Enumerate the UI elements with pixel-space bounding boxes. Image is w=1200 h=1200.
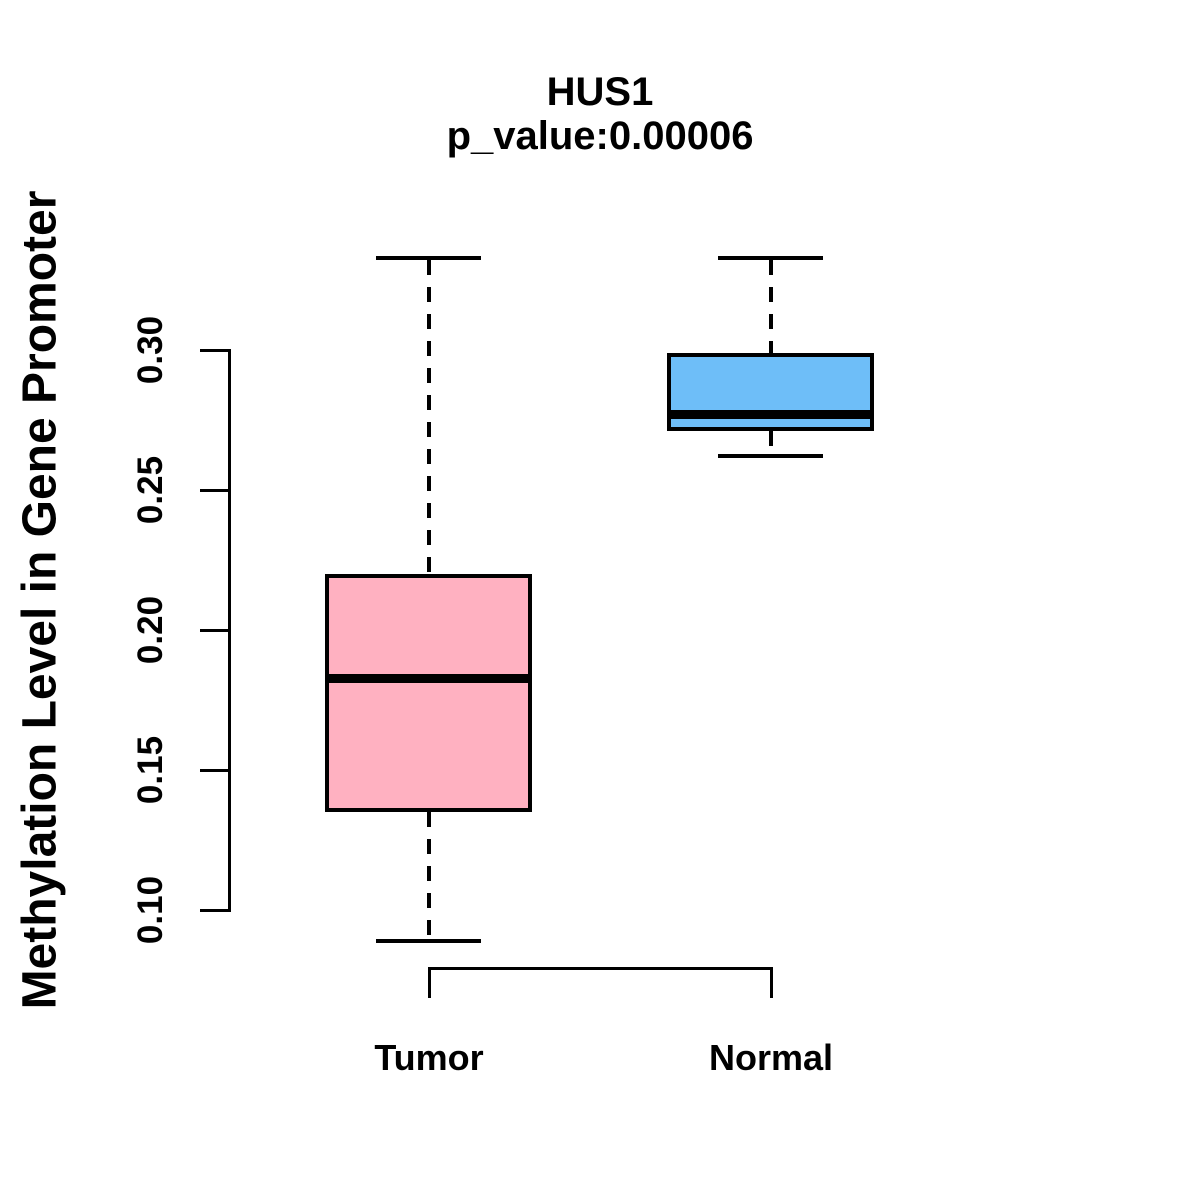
whisker-upper-cap-normal: [718, 256, 823, 260]
whisker-lower-cap-normal: [718, 454, 823, 458]
y-tick-0.10: [200, 909, 228, 912]
chart-title: HUS1: [546, 70, 654, 114]
y-tick-0.15: [200, 769, 228, 772]
whisker-upper-line-tumor: [427, 260, 431, 574]
whisker-lower-line-normal: [769, 431, 773, 454]
chart-subtitle: p_value:0.00006: [446, 114, 754, 158]
box-tumor: [325, 574, 532, 812]
whisker-lower-line-tumor: [427, 812, 431, 939]
x-axis-tick-normal: [770, 967, 773, 998]
category-label-normal: Normal: [708, 1037, 834, 1078]
y-tick-label-0.10: 0.10: [131, 875, 170, 945]
whisker-lower-cap-tumor: [376, 939, 481, 943]
category-label-tumor: Tumor: [374, 1037, 484, 1078]
median-line-tumor: [325, 674, 532, 683]
y-tick-label-0.15: 0.15: [131, 735, 170, 805]
y-tick-0.25: [200, 489, 228, 492]
y-tick-label-0.30: 0.30: [131, 315, 170, 385]
whisker-upper-line-normal: [769, 260, 773, 353]
whisker-upper-cap-tumor: [376, 256, 481, 260]
box-normal: [667, 353, 874, 431]
y-tick-label-0.20: 0.20: [131, 595, 170, 665]
y-axis-line: [228, 349, 231, 912]
median-line-normal: [667, 410, 874, 419]
y-tick-label-0.25: 0.25: [131, 455, 170, 525]
x-axis-line: [428, 967, 773, 970]
y-tick-0.20: [200, 629, 228, 632]
y-tick-0.30: [200, 349, 228, 352]
x-axis-tick-tumor: [428, 967, 431, 998]
